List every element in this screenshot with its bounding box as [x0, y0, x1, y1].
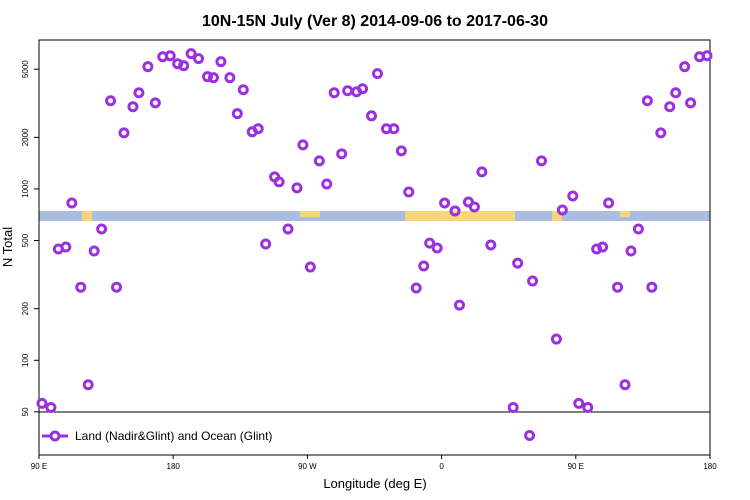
- point: [36, 397, 48, 409]
- point: [453, 299, 465, 311]
- point: [207, 72, 219, 84]
- point: [96, 223, 108, 235]
- point: [395, 145, 407, 157]
- point: [224, 72, 236, 84]
- point: [273, 176, 285, 188]
- point: [304, 261, 316, 273]
- point: [282, 223, 294, 235]
- point: [164, 50, 176, 62]
- point: [507, 402, 519, 414]
- point: [567, 190, 579, 202]
- point: [424, 237, 436, 249]
- point: [142, 61, 154, 73]
- y-axis-label: N Total: [0, 227, 15, 267]
- point: [524, 429, 536, 441]
- y-tick-label: 1000: [21, 179, 30, 197]
- point: [321, 178, 333, 190]
- legend-label: Land (Nadir&Glint) and Ocean (Glint): [75, 429, 272, 443]
- point: [646, 281, 658, 293]
- point: [582, 402, 594, 414]
- point: [149, 97, 161, 109]
- point: [215, 56, 227, 68]
- y-tick-label: 100: [21, 353, 30, 367]
- point: [449, 205, 461, 217]
- x-tick-label: 90 E: [31, 462, 47, 471]
- point: [612, 281, 624, 293]
- point: [468, 201, 480, 213]
- point: [632, 223, 644, 235]
- point: [641, 95, 653, 107]
- x-axis-label: Longitude (deg E): [323, 476, 426, 491]
- point: [625, 245, 637, 257]
- point: [133, 87, 145, 99]
- point: [342, 85, 354, 97]
- x-tick-label: 180: [167, 462, 181, 471]
- point: [670, 87, 682, 99]
- point: [603, 197, 615, 209]
- x-tick-label: 90 W: [298, 462, 317, 471]
- point: [418, 260, 430, 272]
- point: [111, 281, 123, 293]
- point: [556, 204, 568, 216]
- point: [178, 60, 190, 72]
- map-strip: [39, 211, 710, 221]
- point: [550, 333, 562, 345]
- point: [619, 379, 631, 391]
- point: [701, 50, 713, 62]
- y-tick-label: 500: [21, 233, 30, 247]
- point: [366, 110, 378, 122]
- y-tick-label: 50: [21, 407, 30, 416]
- point: [655, 127, 667, 139]
- point: [476, 166, 488, 178]
- y-tick-label: 200: [21, 301, 30, 315]
- y-tick-label: 2000: [21, 128, 30, 146]
- point: [313, 155, 325, 167]
- point: [679, 61, 691, 73]
- point: [127, 101, 139, 113]
- point: [60, 241, 72, 253]
- point: [231, 108, 243, 120]
- point: [371, 68, 383, 80]
- point: [388, 123, 400, 135]
- point: [410, 282, 422, 294]
- point: [252, 123, 264, 135]
- point: [260, 238, 272, 250]
- legend-marker: [49, 430, 61, 442]
- point: [357, 83, 369, 95]
- point: [597, 241, 609, 253]
- point: [237, 84, 249, 96]
- point: [431, 242, 443, 254]
- point: [512, 257, 524, 269]
- point: [664, 101, 676, 113]
- point: [527, 275, 539, 287]
- x-tick-label: 0: [439, 462, 444, 471]
- point: [193, 53, 205, 65]
- y-tick-label: 5000: [21, 60, 30, 78]
- chart-title: 10N-15N July (Ver 8) 2014-09-06 to 2017-…: [202, 13, 548, 30]
- point: [185, 48, 197, 60]
- point: [82, 379, 94, 391]
- point: [573, 397, 585, 409]
- point: [403, 186, 415, 198]
- point: [328, 87, 340, 99]
- point: [439, 197, 451, 209]
- point: [485, 239, 497, 251]
- x-tick-label: 180: [703, 462, 717, 471]
- point: [66, 197, 78, 209]
- point: [75, 281, 87, 293]
- plot-frame: [38, 39, 711, 456]
- point: [118, 127, 130, 139]
- point: [536, 155, 548, 167]
- point: [201, 71, 213, 83]
- point: [336, 148, 348, 160]
- point: [88, 245, 100, 257]
- point: [291, 182, 303, 194]
- point: [45, 402, 57, 414]
- point: [105, 95, 117, 107]
- x-tick-label: 90 E: [568, 462, 584, 471]
- point: [297, 139, 309, 151]
- point: [685, 97, 697, 109]
